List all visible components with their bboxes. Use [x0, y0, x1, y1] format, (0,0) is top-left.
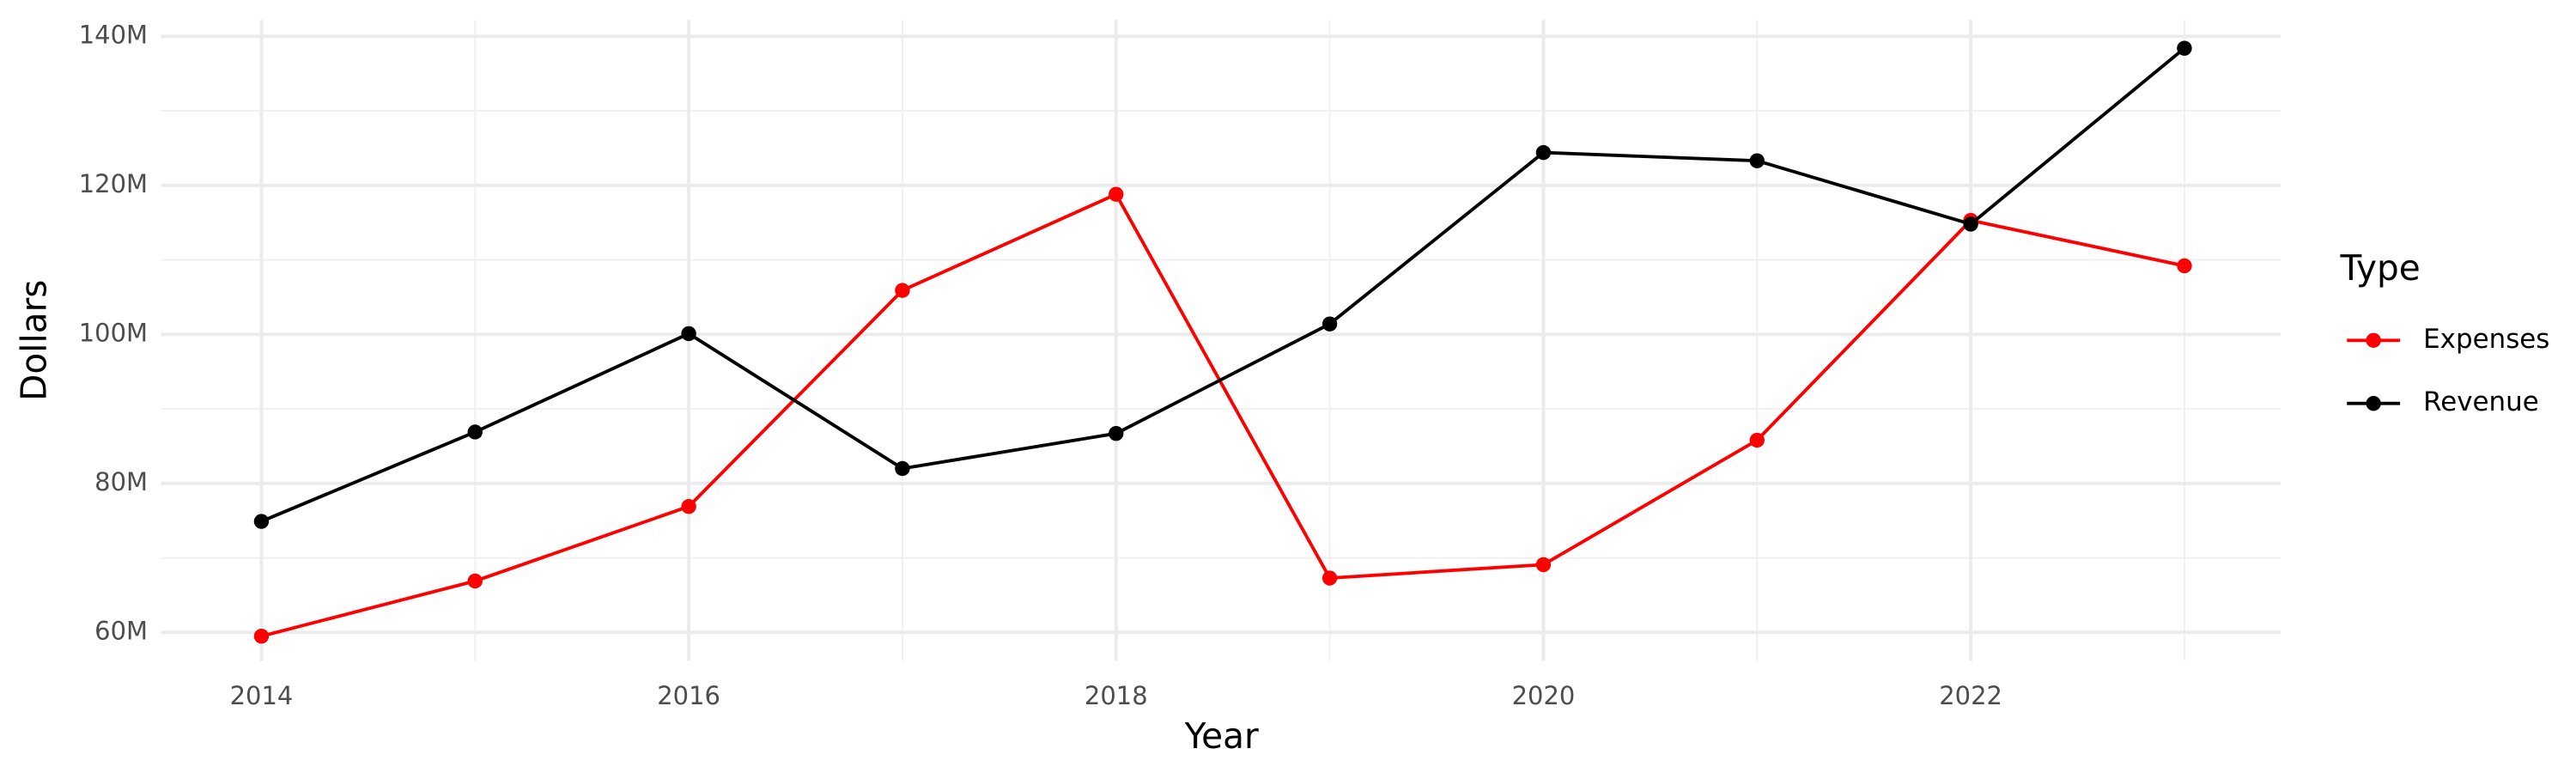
data-point: [1321, 316, 1338, 332]
data-point: [2177, 40, 2192, 56]
data-point: [1749, 432, 1765, 448]
y-tick-label: 60M: [94, 616, 148, 645]
data-point: [1109, 426, 1124, 441]
legend-title: Type: [2340, 247, 2421, 289]
legend-key-point: [2366, 332, 2381, 348]
legend-key-point: [2366, 396, 2381, 411]
data-point: [1535, 144, 1552, 161]
x-tick-label: 2022: [1939, 681, 2002, 710]
data-point: [253, 629, 270, 644]
data-point: [467, 424, 483, 440]
data-point: [1749, 153, 1765, 168]
y-axis-title: Dollars: [14, 280, 55, 401]
data-point: [1535, 557, 1552, 573]
data-point: [1963, 216, 1978, 232]
data-point: [253, 514, 270, 529]
data-point: [2177, 258, 2192, 274]
series-line: [260, 46, 2186, 523]
legend-label: Revenue: [2423, 386, 2539, 417]
data-point: [681, 326, 696, 342]
x-tick-label: 2020: [1512, 681, 1576, 710]
data-point: [1321, 570, 1338, 586]
x-axis-title: Year: [1184, 715, 1259, 757]
y-tick-label: 80M: [94, 467, 148, 496]
data-point: [895, 283, 910, 298]
y-tick-label: 120M: [79, 169, 148, 198]
data-point: [1109, 186, 1124, 202]
y-tick-label: 140M: [79, 20, 148, 49]
data-point: [467, 573, 483, 589]
x-tick-label: 2016: [657, 681, 720, 710]
data-point: [681, 499, 696, 514]
data-point: [895, 460, 910, 477]
grid: [161, 20, 2281, 661]
y-tick-label: 100M: [79, 318, 148, 347]
series-line: [260, 192, 2185, 638]
x-tick-label: 2014: [230, 681, 294, 710]
legend-label: Expenses: [2423, 324, 2549, 355]
x-tick-label: 2018: [1084, 681, 1148, 710]
